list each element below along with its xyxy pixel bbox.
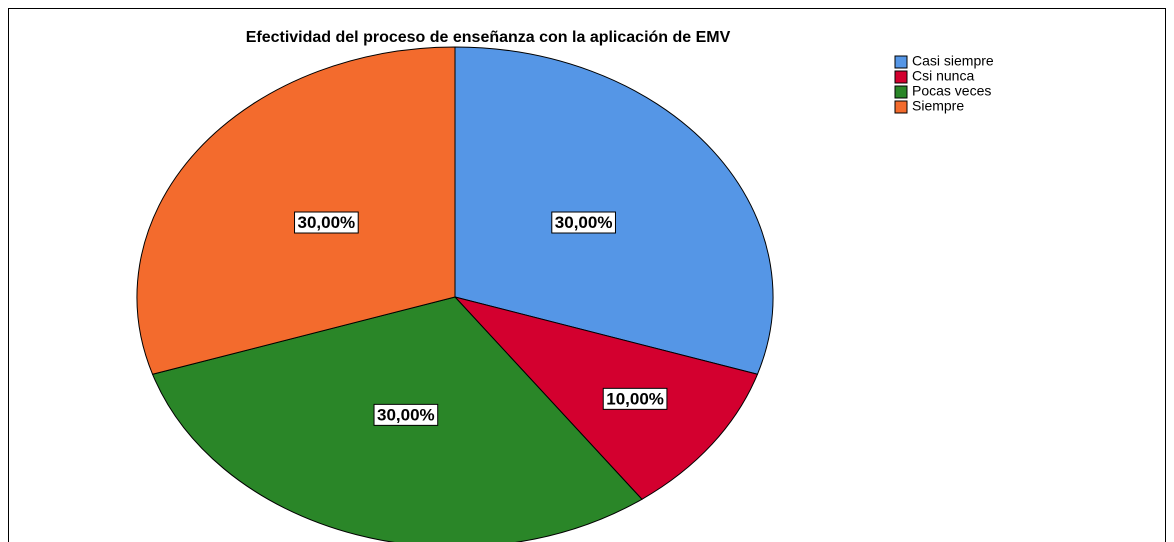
- data-label: 30,00%: [373, 403, 439, 426]
- legend-swatch: [894, 100, 908, 114]
- data-label: 30,00%: [551, 211, 616, 234]
- pie-slice: [136, 46, 456, 375]
- pie-slice: [454, 46, 774, 375]
- legend-swatch: [894, 55, 908, 69]
- chart-title: Efectividad del proceso de enseñanza con…: [246, 29, 731, 46]
- data-label-box: [602, 387, 668, 410]
- data-label-text: 30,00%: [377, 405, 435, 424]
- data-label: 10,00%: [602, 387, 668, 410]
- legend-swatch: [894, 85, 908, 99]
- data-label-box: [294, 211, 359, 234]
- data-label-box: [551, 211, 616, 234]
- data-label-box: [373, 403, 439, 426]
- data-label-text: 10,00%: [606, 389, 664, 408]
- data-label-text: 30,00%: [298, 213, 356, 232]
- data-label-text: 30,00%: [555, 213, 613, 232]
- legend-swatch: [894, 70, 908, 84]
- legend-label: Casi siempre: [912, 53, 994, 69]
- legend-label: Csi nunca: [912, 68, 974, 84]
- legend-label: Pocas veces: [912, 83, 991, 99]
- data-label: 30,00%: [294, 211, 359, 234]
- legend-label: Siempre: [912, 98, 964, 114]
